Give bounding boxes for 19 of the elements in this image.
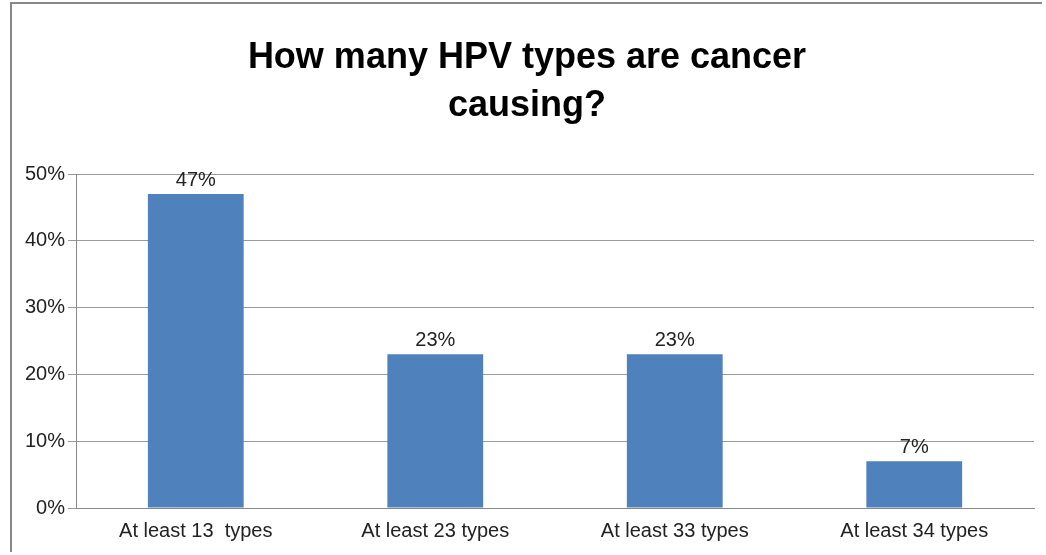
y-tick-label: 30%: [25, 295, 66, 318]
data-label: 7%: [899, 434, 929, 457]
x-tick-label: At least 33 types: [600, 518, 749, 541]
x-tick-label: At least 13 types: [119, 518, 273, 541]
y-tick-label: 20%: [25, 361, 66, 384]
bar: [387, 354, 484, 508]
x-tick-label: At least 23 types: [361, 518, 510, 541]
bar: [147, 194, 244, 508]
y-tick-label: 0%: [36, 495, 66, 518]
x-tick-label: At least 34 types: [840, 518, 989, 541]
data-label: 47%: [175, 167, 217, 190]
y-tick-label: 10%: [25, 428, 66, 451]
bar: [866, 461, 963, 508]
y-tick-label: 50%: [25, 161, 66, 184]
chart-title: How many HPV types are cancer causing?: [246, 34, 808, 126]
data-label: 23%: [415, 327, 456, 350]
data-label: 23%: [654, 327, 695, 350]
bar: [626, 354, 723, 508]
y-tick-label: 40%: [25, 228, 66, 251]
